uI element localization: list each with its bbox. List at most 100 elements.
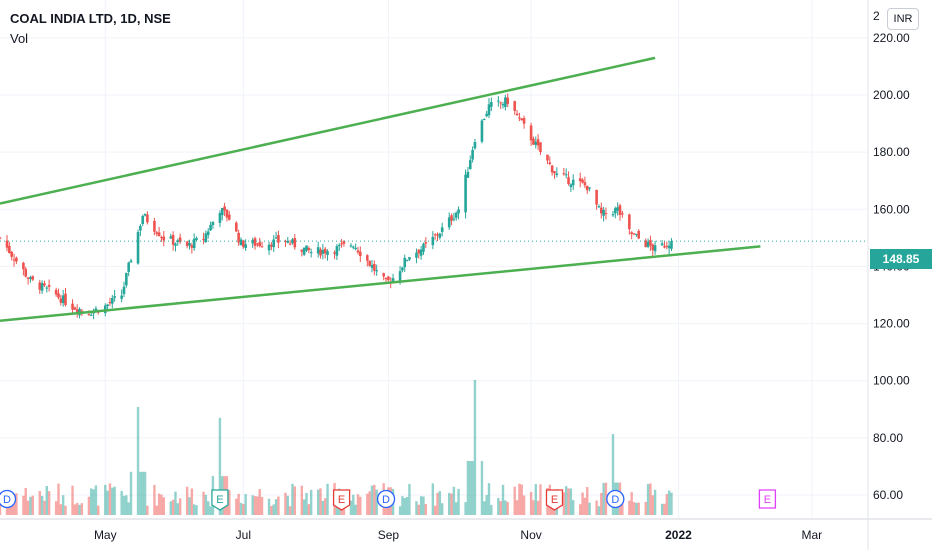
volume-bar (256, 496, 259, 515)
candle-body (120, 295, 123, 299)
volume-bar (504, 500, 507, 515)
candle-body (571, 179, 575, 186)
dividend-marker[interactable] (606, 489, 625, 509)
volume-bar (24, 487, 27, 515)
dividend-marker[interactable] (376, 489, 396, 509)
candle-body (146, 214, 149, 223)
volume-bar (520, 484, 523, 515)
candle-body (64, 293, 67, 305)
volume-bar (464, 502, 467, 515)
candle-body (440, 227, 444, 232)
volume-bar (204, 494, 208, 515)
volume-bar (127, 502, 130, 515)
candle-body (5, 240, 9, 248)
volume-bar (202, 491, 205, 515)
volume-bar (651, 495, 654, 515)
volume-bar (242, 503, 245, 515)
candle-body (602, 209, 605, 216)
volume-bar (534, 484, 537, 515)
candle-body (139, 226, 142, 231)
volume-bar (258, 489, 261, 515)
volume-bar (122, 495, 126, 515)
volume-bar (628, 500, 631, 515)
volume-bar (567, 488, 570, 515)
volume-bar (490, 504, 493, 515)
candle-body (40, 283, 44, 291)
time-axis: May Jul Sep Nov 2022 Mar (0, 518, 932, 542)
candle-body (274, 237, 278, 239)
candle-body (29, 277, 32, 279)
volume-bar (239, 502, 243, 515)
trendline-lower[interactable] (0, 245, 761, 322)
candle-body (24, 268, 28, 277)
earnings-marker[interactable] (211, 489, 229, 511)
candle-body (239, 239, 243, 246)
candle-body (113, 296, 116, 298)
candle-body (483, 119, 486, 121)
volume-bar (452, 486, 456, 515)
volume-bar (136, 407, 140, 515)
candle-body (227, 214, 231, 220)
chart-grid (0, 0, 868, 519)
candle-body (578, 178, 582, 182)
candle-body (300, 249, 304, 252)
earnings-marker[interactable] (545, 489, 564, 511)
volume-bar (57, 483, 60, 515)
volume-bar (319, 488, 322, 515)
earnings-marker[interactable] (332, 489, 351, 511)
candle-body (660, 243, 664, 246)
volume-bar (637, 502, 640, 515)
candle-body (471, 149, 474, 160)
trendline-upper[interactable] (0, 56, 656, 205)
volume-bar (506, 501, 509, 515)
volume-indicator-label[interactable]: Vol (10, 31, 29, 46)
volume-bar (87, 496, 91, 515)
candle-body (106, 304, 109, 307)
candle-body (419, 249, 423, 256)
volume-bar (431, 483, 435, 515)
candle-body (506, 97, 509, 104)
dividend-marker[interactable] (0, 489, 17, 509)
volume-bar (125, 495, 128, 515)
candle-body (178, 237, 182, 242)
candle-body (387, 276, 390, 281)
candle-body (468, 160, 472, 170)
candle-body (359, 251, 362, 256)
volume-bar (108, 483, 112, 515)
candle-body (342, 240, 346, 244)
volume-bar (572, 500, 575, 515)
volume-bar (190, 488, 194, 515)
candle-body (337, 244, 341, 246)
candle-body (302, 247, 306, 255)
trendlines[interactable] (0, 56, 761, 322)
earnings-marker-letter: E (216, 494, 223, 506)
volume-bar (653, 489, 657, 515)
volume-bar (90, 488, 93, 515)
volume-bar (54, 501, 58, 515)
volume-bar (529, 491, 533, 515)
volume-bar (235, 498, 238, 515)
symbol-title[interactable]: COAL INDIA LTD, 1D, NSE (10, 11, 171, 26)
volume-bar (471, 461, 474, 515)
currency-button[interactable]: INR (887, 8, 919, 30)
volume-bar (644, 501, 647, 515)
volume-bar (419, 496, 423, 515)
candle-body (604, 212, 608, 214)
candle-body (237, 232, 240, 243)
volume-bar (466, 461, 470, 515)
candle-body (160, 237, 163, 239)
volume-bar (595, 500, 598, 515)
earnings-marker[interactable] (758, 489, 777, 509)
candle-body (518, 117, 521, 119)
candle-body (665, 245, 669, 247)
candle-body (366, 255, 369, 261)
candle-body (539, 142, 542, 153)
volume-bar (94, 485, 98, 515)
candle-body (108, 301, 112, 304)
volume-bar (667, 490, 671, 515)
candle-body (195, 237, 198, 240)
candle-body (202, 238, 205, 240)
earnings-marker-letter: E (764, 494, 771, 506)
